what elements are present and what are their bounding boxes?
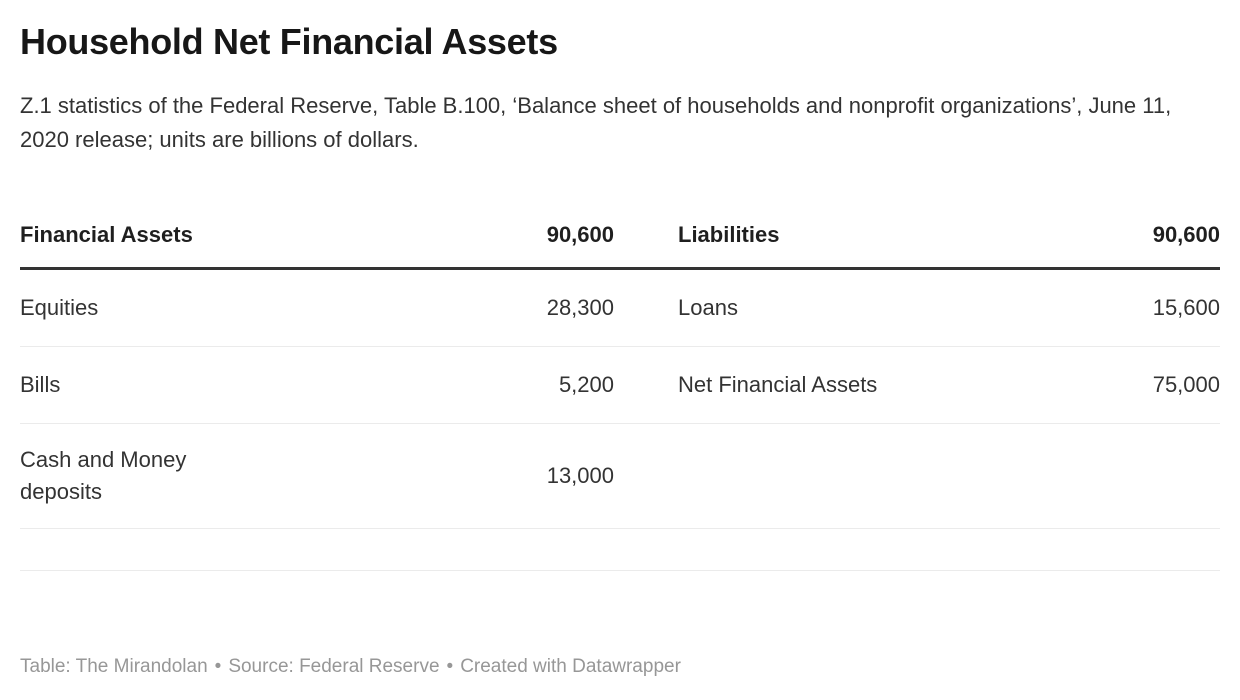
row-value: 28,300	[546, 295, 614, 320]
table-row: Equities 28,300 Loans 15,600	[20, 270, 1220, 347]
row-value: 5,200	[558, 372, 614, 397]
column-header-financial-assets: Financial Assets	[20, 222, 193, 247]
footer-attribution: Table: The Mirandolan • Source: Federal Re…	[20, 655, 681, 679]
footer-separator: •	[214, 656, 222, 677]
column-header-liabilities: Liabilities	[678, 222, 780, 247]
row-value: 13,000	[546, 463, 614, 488]
table-row-empty	[20, 529, 1220, 571]
row-label: Equities	[20, 295, 99, 320]
row-value: 15,600	[1152, 295, 1220, 320]
row-value: 75,000	[1152, 372, 1220, 397]
footer-separator: •	[446, 656, 454, 677]
source-credit: Source: Federal Reserve	[228, 656, 440, 677]
table-credit: Table: The Mirandolan	[20, 656, 208, 677]
balance-sheet-table: Financial Assets 90,600 Liabilities 90,6…	[20, 203, 1220, 571]
column-header-financial-assets-total: 90,600	[546, 222, 614, 247]
row-label: Net Financial Assets	[678, 372, 878, 397]
datawrapper-credit: Created with Datawrapper	[460, 656, 681, 677]
row-label: Cash and Money deposits	[20, 447, 187, 504]
table-row: Cash and Money deposits 13,000	[20, 424, 1220, 529]
row-label: Loans	[678, 295, 738, 320]
row-label: Bills	[20, 372, 61, 397]
column-header-liabilities-total: 90,600	[1152, 222, 1220, 247]
chart-title: Household Net Financial Assets	[20, 21, 558, 62]
table-row: Bills 5,200 Net Financial Assets 75,000	[20, 347, 1220, 424]
table-header-row: Financial Assets 90,600 Liabilities 90,6…	[20, 203, 1220, 270]
chart-description: Z.1 statistics of the Federal Reserve, T…	[20, 93, 1172, 152]
